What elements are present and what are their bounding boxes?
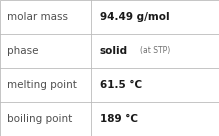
Text: (at STP): (at STP)	[140, 47, 171, 55]
Text: 94.49 g/mol: 94.49 g/mol	[100, 12, 169, 22]
Text: boiling point: boiling point	[7, 114, 72, 124]
Text: molar mass: molar mass	[7, 12, 68, 22]
Text: phase: phase	[7, 46, 38, 56]
Text: solid: solid	[100, 46, 128, 56]
Text: 189 °C: 189 °C	[100, 114, 138, 124]
Text: melting point: melting point	[7, 80, 76, 90]
Text: 61.5 °C: 61.5 °C	[100, 80, 142, 90]
